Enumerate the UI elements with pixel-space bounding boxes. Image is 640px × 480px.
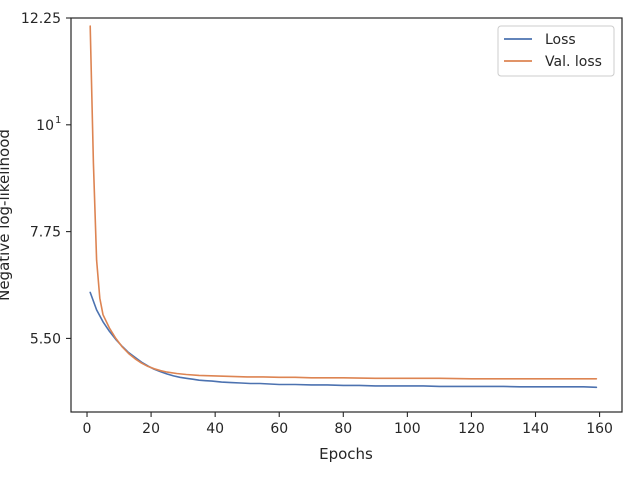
- x-tick-label: 60: [270, 421, 288, 437]
- x-tick-label: 100: [394, 421, 421, 437]
- series-line-loss: [89, 291, 598, 389]
- series-line-val-loss: [89, 25, 598, 380]
- x-tick-label: 160: [586, 421, 613, 437]
- x-tick-label: 20: [142, 421, 160, 437]
- y-axis-label: Negative log-likelihood: [0, 129, 13, 301]
- y-tick-label-exponent: 1: [55, 115, 61, 126]
- y-tick-label: 10: [36, 118, 54, 134]
- series-lines: [89, 25, 598, 389]
- y-tick-label: 12.25: [21, 11, 61, 27]
- x-tick-label: 80: [334, 421, 352, 437]
- x-axis-label: Epochs: [319, 445, 373, 463]
- y-tick-label: 7.75: [30, 225, 61, 241]
- legend-label: Loss: [545, 32, 576, 48]
- x-tick-label: 40: [206, 421, 224, 437]
- legend: Loss Val. loss: [497, 25, 615, 77]
- axes-frame: [70, 17, 623, 413]
- x-tick-label: 140: [522, 421, 549, 437]
- plot-area: [71, 18, 622, 412]
- y-tick-label: 5.50: [30, 331, 61, 347]
- axes: 0 20 40 60 80 100 120 140 160 5.50 7.75 10 1 12.25: [21, 11, 623, 437]
- x-tick-label: 120: [458, 421, 485, 437]
- x-tick-label: 0: [83, 421, 92, 437]
- plot-background: [71, 18, 622, 412]
- legend-label: Val. loss: [545, 54, 602, 70]
